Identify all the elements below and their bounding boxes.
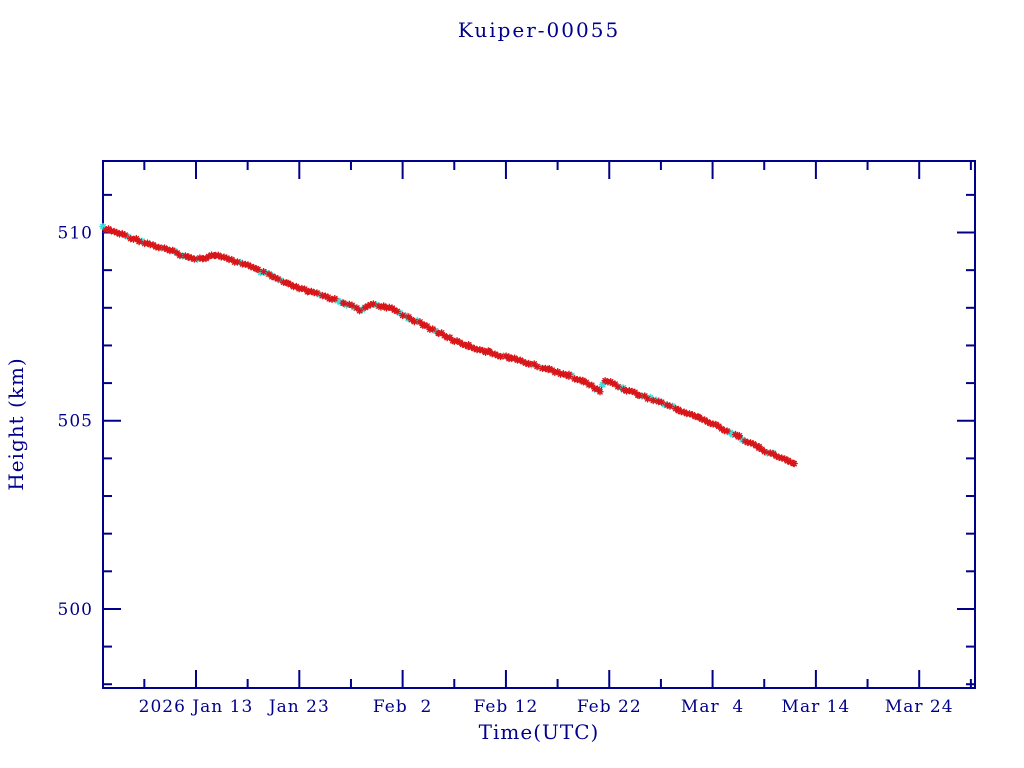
y-tick-label: 510	[58, 224, 93, 244]
x-tick-label: Mar 14	[782, 697, 851, 717]
x-tick-labels: 2026 Jan 13 Jan 23 Feb 2 Feb 12 Feb 22 Mar 4 M…	[139, 697, 954, 717]
axis-ticks	[103, 161, 975, 688]
x-tick-label: Feb 22	[577, 697, 642, 717]
x-axis-title: Time(UTC)	[478, 720, 600, 744]
y-tick-label: 505	[58, 412, 93, 432]
x-tick-label: 2026 Jan 13	[139, 697, 254, 717]
x-tick-label: Feb 12	[474, 697, 539, 717]
y-tick-label: 500	[58, 600, 93, 620]
x-tick-label: Jan 23	[267, 697, 330, 717]
data-markers-red	[102, 225, 798, 468]
x-tick-label: Mar 24	[885, 697, 954, 717]
axis-frame	[102, 160, 976, 689]
chart-title: Kuiper-00055	[457, 18, 621, 42]
curve-line	[102, 227, 795, 465]
x-tick-label: Feb 2	[373, 697, 432, 717]
x-tick-label: Mar 4	[681, 697, 744, 717]
y-axis-title: Height (km)	[4, 357, 28, 491]
y-tick-labels: 510 505 500	[58, 224, 93, 620]
